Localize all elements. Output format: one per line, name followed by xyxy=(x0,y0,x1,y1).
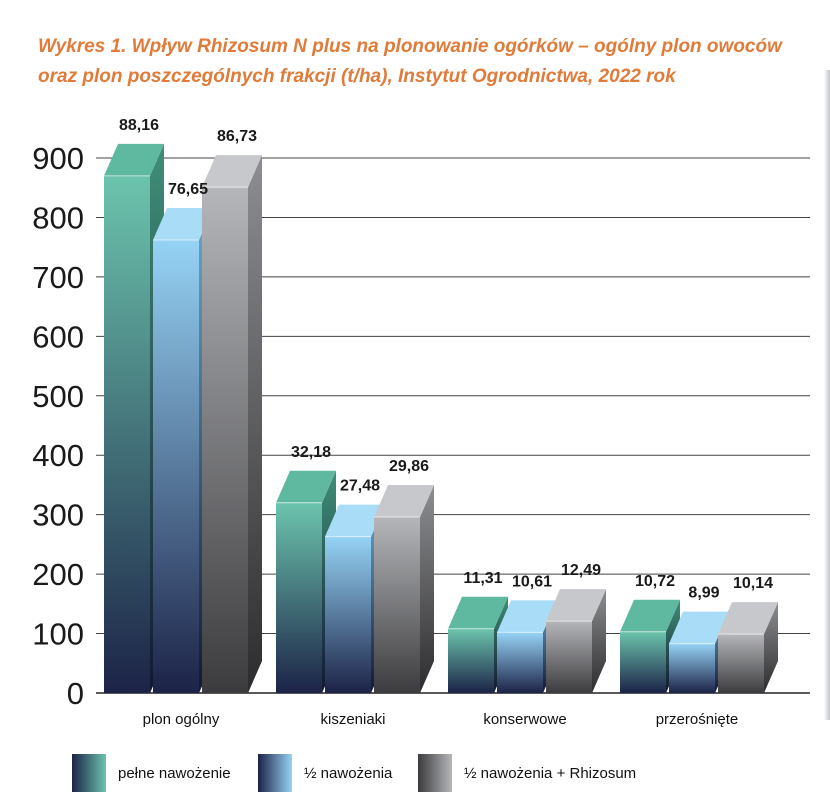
bar-front-face xyxy=(718,634,764,693)
bar-front-face xyxy=(325,536,371,693)
category-label: plon ogólny xyxy=(143,711,220,728)
bar-top-face xyxy=(497,600,557,633)
y-tick-label: 300 xyxy=(32,498,84,533)
data-labels: 88,16 76,65 86,73 32,18 27,48 29,86 11,31 10,61… xyxy=(119,117,773,602)
data-label: 12,49 xyxy=(561,562,601,579)
y-tick-label: 500 xyxy=(32,379,84,414)
bar-side-face xyxy=(420,485,434,693)
bar-top-face xyxy=(718,602,778,635)
legend-label: ½ nawożenia + Rhizosum xyxy=(464,764,637,782)
legend: pełne nawożenie ½ nawożenia ½ nawożenia … xyxy=(72,752,672,794)
x-axis-category-labels: plon ogólny kiszeniaki konserwowe przerośni… xyxy=(143,711,739,728)
chart-title-line-1: Wykres 1. Wpływ Rhizosum N plus na plono… xyxy=(38,36,782,57)
bar-top-face xyxy=(202,155,262,188)
bar-front-face xyxy=(669,643,715,693)
data-label: 88,16 xyxy=(119,117,159,134)
bars xyxy=(104,143,778,694)
data-label: 86,73 xyxy=(217,128,257,145)
y-tick-label: 100 xyxy=(32,617,84,652)
bar xyxy=(374,485,434,693)
data-label: 8,99 xyxy=(688,585,719,602)
category-label: konserwowe xyxy=(483,711,566,728)
bar xyxy=(620,599,680,693)
category-label: kiszeniaki xyxy=(320,711,385,728)
bar-top-face xyxy=(620,599,680,632)
bar-side-face xyxy=(592,589,606,693)
bar-top-face xyxy=(276,470,336,503)
data-label: 10,61 xyxy=(512,573,552,590)
y-tick-label: 600 xyxy=(32,319,84,354)
data-label: 27,48 xyxy=(340,478,380,495)
data-label: 10,72 xyxy=(635,573,675,590)
page-edge-decoration xyxy=(824,70,830,720)
bar-front-face xyxy=(202,187,248,693)
bar-side-face xyxy=(764,602,778,693)
legend-item-series-2: ½ nawożenia xyxy=(258,752,392,794)
bar-top-face xyxy=(325,504,385,537)
data-label: 11,31 xyxy=(463,570,502,587)
bar-top-face xyxy=(374,485,434,518)
legend-swatch-icon xyxy=(258,754,292,792)
y-axis-tick-labels: 0 100 200 300 400 500 600 700 800 900 xyxy=(32,141,84,711)
legend-swatch-icon xyxy=(418,754,452,792)
bar xyxy=(202,155,262,693)
data-label: 10,14 xyxy=(733,575,773,592)
legend-swatch-icon xyxy=(72,754,106,792)
bar-front-face xyxy=(374,517,420,693)
legend-label: pełne nawożenie xyxy=(118,764,231,782)
bar-front-face xyxy=(620,631,666,693)
bar-top-face xyxy=(448,596,508,629)
legend-label: ½ nawożenia xyxy=(304,764,393,782)
chart-title: Wykres 1. Wpływ Rhizosum N plus na plono… xyxy=(38,32,818,92)
bar-top-face xyxy=(104,143,164,176)
legend-item-series-1: pełne nawożenie xyxy=(72,752,231,794)
y-tick-label: 0 xyxy=(67,676,84,711)
chart-title-line-2: oraz plon poszczególnych frakcji (t/ha),… xyxy=(38,66,676,87)
bar-front-face xyxy=(448,628,494,693)
y-tick-label: 200 xyxy=(32,557,84,592)
y-tick-label: 900 xyxy=(32,141,84,176)
bar xyxy=(718,602,778,693)
data-label: 29,86 xyxy=(389,458,429,475)
y-tick-label: 400 xyxy=(32,438,84,473)
bar-front-face xyxy=(276,502,322,693)
legend-item-series-3: ½ nawożenia + Rhizosum xyxy=(418,752,636,794)
bar-front-face xyxy=(546,621,592,693)
y-tick-label: 800 xyxy=(32,200,84,235)
bar xyxy=(546,589,606,693)
y-tick-label: 700 xyxy=(32,260,84,295)
bar-top-face xyxy=(546,589,606,622)
bar-side-face xyxy=(248,155,262,693)
data-label: 32,18 xyxy=(291,444,331,461)
bar-front-face xyxy=(153,240,199,694)
data-label: 76,65 xyxy=(168,181,208,198)
bar-top-face xyxy=(153,208,213,241)
bar-front-face xyxy=(497,632,543,693)
bar-front-face xyxy=(104,175,150,694)
bar-top-face xyxy=(669,611,729,644)
category-label: przerośnięte xyxy=(656,711,739,728)
